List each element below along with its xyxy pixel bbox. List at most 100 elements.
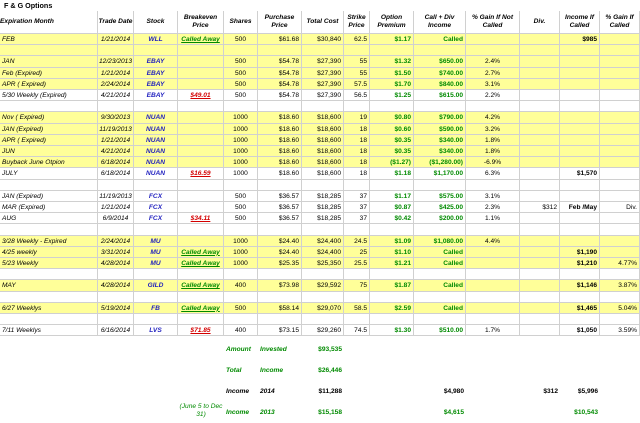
cell-shares	[224, 101, 258, 113]
cell-purchase-price: $18.60	[258, 146, 302, 158]
cell-stock: FCX	[134, 190, 178, 202]
cell-dividend	[520, 269, 560, 281]
cell-call-div-income: $340.00	[414, 134, 466, 146]
cell-purchase-price: $18.60	[258, 134, 302, 146]
cell-purchase-price: $54.78	[258, 56, 302, 68]
header-pct-gain-if-called: % Gain If Called	[600, 11, 640, 34]
cell-stock: FB	[134, 302, 178, 314]
summary-income_2014-calls: $4,980	[443, 388, 464, 396]
cell-dividend	[520, 224, 560, 236]
cell-stock: LVS	[134, 325, 178, 337]
cell-purchase-price	[258, 179, 302, 191]
cell-trade-date: 6/18/2014	[98, 168, 134, 180]
cell-stock	[134, 269, 178, 281]
cell-total-cost: $25,350	[302, 258, 344, 270]
cell-option-premium: ($1.27)	[370, 157, 414, 169]
summary-income_2013-label: Income	[226, 409, 250, 417]
cell-option-premium	[370, 269, 414, 281]
cell-dividend	[520, 302, 560, 314]
cell-dividend	[520, 235, 560, 247]
cell-expiration-month: MAY	[0, 280, 98, 292]
cell-shares	[224, 314, 258, 326]
cell-total-cost	[302, 45, 344, 57]
row-highlight	[0, 246, 640, 258]
cell-strike-price: 18	[344, 168, 370, 180]
cell-breakeven-price: Called Away	[178, 34, 224, 46]
summary-income_2014-div: $312	[543, 388, 558, 396]
cell-total-cost	[302, 269, 344, 281]
header-trade-date: Trade Date	[98, 11, 134, 34]
cell-dividend	[520, 78, 560, 90]
cell-strike-price: 18	[344, 146, 370, 158]
cell-income-if-called	[560, 123, 600, 135]
cell-pct-gain-not-called	[466, 34, 520, 46]
cell-strike-price	[344, 314, 370, 326]
cell-pct-gain-not-called	[466, 269, 520, 281]
cell-pct-gain-not-called: 1.7%	[466, 325, 520, 337]
cell-dividend	[520, 123, 560, 135]
cell-pct-gain-not-called: 6.3%	[466, 168, 520, 180]
row-highlight	[0, 45, 640, 57]
cell-strike-price: 37	[344, 190, 370, 202]
cell-dividend	[520, 325, 560, 337]
cell-total-cost	[302, 224, 344, 236]
cell-income-if-called	[560, 101, 600, 113]
cell-trade-date: 1/21/2014	[98, 134, 134, 146]
cell-total-cost: $27,390	[302, 56, 344, 68]
cell-option-premium: $1.18	[370, 168, 414, 180]
cell-pct-gain-if-called	[600, 235, 640, 247]
cell-trade-date: 1/21/2014	[98, 34, 134, 46]
row-highlight	[0, 235, 640, 247]
cell-dividend	[520, 67, 560, 79]
cell-option-premium: $1.17	[370, 34, 414, 46]
cell-purchase-price: $36.57	[258, 202, 302, 214]
cell-shares: 1000	[224, 258, 258, 270]
summary-income_2014-value: $11,288	[318, 388, 342, 396]
cell-pct-gain-if-called	[600, 146, 640, 158]
cell-breakeven-price	[178, 134, 224, 146]
cell-shares	[224, 224, 258, 236]
cell-dividend	[520, 45, 560, 57]
cell-call-div-income: $575.00	[414, 190, 466, 202]
header-call-div-income: Call + Div Income	[414, 11, 466, 34]
cell-total-cost: $29,070	[302, 302, 344, 314]
cell-pct-gain-not-called: 4.4%	[466, 235, 520, 247]
cell-stock: FCX	[134, 213, 178, 225]
cell-shares: 1000	[224, 123, 258, 135]
row-highlight	[0, 146, 640, 158]
cell-pct-gain-not-called: 1.8%	[466, 134, 520, 146]
cell-call-div-income: $840.00	[414, 78, 466, 90]
cell-pct-gain-not-called	[466, 291, 520, 303]
cell-purchase-price: $18.60	[258, 112, 302, 124]
cell-strike-price: 37	[344, 202, 370, 214]
cell-shares: 1000	[224, 134, 258, 146]
cell-breakeven-price	[178, 269, 224, 281]
cell-shares: 1000	[224, 235, 258, 247]
cell-option-premium: $1.17	[370, 190, 414, 202]
row-highlight	[0, 280, 640, 292]
cell-purchase-price: $54.78	[258, 90, 302, 102]
cell-option-premium: $1.25	[370, 90, 414, 102]
summary-income_2013-label2: 2013	[260, 409, 275, 417]
cell-dividend	[520, 168, 560, 180]
cell-total-cost: $18,600	[302, 168, 344, 180]
cell-trade-date: 12/23/2013	[98, 56, 134, 68]
cell-stock: NUAN	[134, 134, 178, 146]
cell-option-premium	[370, 45, 414, 57]
cell-trade-date: 6/9/2014	[98, 213, 134, 225]
cell-dividend	[520, 112, 560, 124]
cell-breakeven-price	[178, 56, 224, 68]
cell-shares: 1000	[224, 168, 258, 180]
cell-expiration-month: Feb (Expired)	[0, 67, 98, 79]
cell-expiration-month: AUG	[0, 213, 98, 225]
summary-invested-value: $93,535	[318, 346, 342, 354]
cell-dividend	[520, 101, 560, 113]
cell-stock	[134, 45, 178, 57]
summary-income_2013-calls: $4,615	[443, 409, 464, 417]
cell-option-premium: $0.42	[370, 213, 414, 225]
cell-option-premium: $1.21	[370, 258, 414, 270]
cell-dividend	[520, 134, 560, 146]
cell-pct-gain-if-called	[600, 78, 640, 90]
cell-pct-gain-if-called: Div.	[600, 202, 640, 214]
cell-trade-date: 2/24/2014	[98, 78, 134, 90]
